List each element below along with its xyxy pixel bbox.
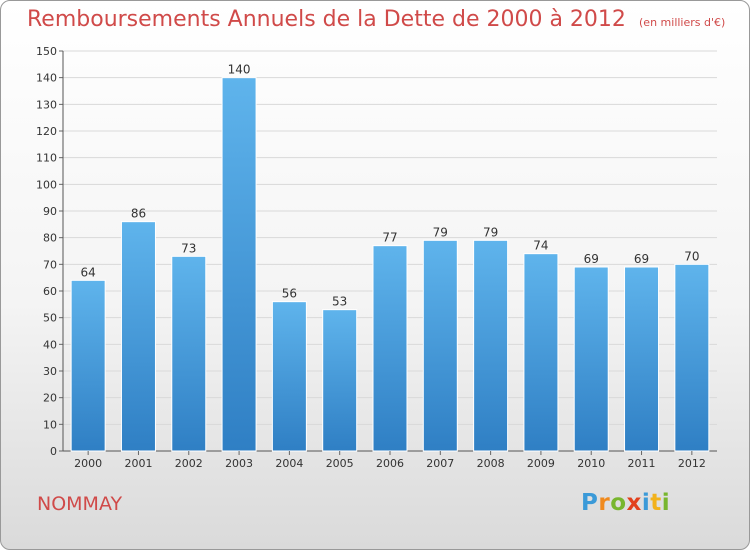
- bar: [523, 253, 559, 452]
- x-tick-label: 2004: [275, 457, 303, 470]
- y-tick-label: 60: [43, 285, 57, 298]
- bar-value-label: 56: [282, 287, 297, 301]
- bar-value-label: 86: [131, 207, 146, 221]
- bar-value-label: 79: [483, 225, 498, 239]
- bar: [372, 245, 408, 452]
- logo-letter: x: [626, 490, 642, 516]
- bar-value-label: 53: [332, 295, 347, 309]
- y-tick-label: 0: [50, 445, 57, 458]
- bar-value-label: 77: [382, 231, 397, 245]
- x-tick-label: 2005: [326, 457, 354, 470]
- x-tick-label: 2008: [477, 457, 505, 470]
- bar-value-label: 69: [584, 252, 599, 266]
- chart-unit: (en milliers d'€): [639, 16, 726, 29]
- bar: [120, 221, 156, 452]
- y-tick-label: 90: [43, 205, 57, 218]
- x-tick-label: 2002: [175, 457, 203, 470]
- logo-letter: i: [661, 490, 671, 516]
- x-tick-label: 2006: [376, 457, 404, 470]
- logo-letter: P: [581, 490, 599, 516]
- bar-value-label: 140: [228, 63, 251, 77]
- logo-letter: o: [610, 490, 627, 516]
- logo-letter: r: [598, 490, 611, 516]
- bar-value-label: 74: [533, 239, 548, 253]
- y-tick-label: 10: [43, 418, 57, 431]
- y-tick-label: 110: [36, 152, 57, 165]
- bar: [322, 309, 358, 452]
- logo-letter: i: [641, 490, 651, 516]
- x-tick-label: 2011: [628, 457, 656, 470]
- bar-value-label: 79: [433, 225, 448, 239]
- bar-value-label: 70: [684, 249, 699, 263]
- y-tick-label: 100: [36, 178, 57, 191]
- y-tick-label: 80: [43, 232, 57, 245]
- y-tick-label: 140: [36, 72, 57, 85]
- y-tick-label: 120: [36, 125, 57, 138]
- bar: [422, 239, 458, 452]
- bar: [573, 266, 609, 452]
- y-tick-label: 20: [43, 392, 57, 405]
- chart-title-block: Remboursements Annuels de la Dette de 20…: [27, 7, 725, 32]
- bar: [674, 263, 710, 452]
- logo-letter: t: [650, 490, 662, 516]
- bar: [221, 77, 257, 452]
- x-tick-label: 2003: [225, 457, 253, 470]
- x-tick-label: 2012: [678, 457, 706, 470]
- y-tick-label: 40: [43, 338, 57, 351]
- bar-value-label: 64: [81, 265, 96, 279]
- bar: [473, 239, 509, 452]
- y-tick-label: 50: [43, 312, 57, 325]
- location-name: NOMMAY: [37, 493, 123, 515]
- y-tick-label: 130: [36, 98, 57, 111]
- proxiti-logo: Proxiti: [581, 490, 670, 516]
- y-tick-label: 150: [36, 45, 57, 58]
- bar-value-label: 69: [634, 252, 649, 266]
- bar: [271, 301, 307, 452]
- x-tick-label: 2007: [426, 457, 454, 470]
- chart-title: Remboursements Annuels de la Dette de 20…: [27, 7, 626, 32]
- x-tick-label: 2010: [577, 457, 605, 470]
- bar: [171, 255, 207, 452]
- bar: [624, 266, 660, 452]
- bar-value-label: 73: [181, 241, 196, 255]
- bar: [70, 279, 106, 452]
- x-tick-label: 2001: [124, 457, 152, 470]
- y-tick-label: 70: [43, 258, 57, 271]
- x-tick-label: 2000: [74, 457, 102, 470]
- y-tick-label: 30: [43, 365, 57, 378]
- x-tick-label: 2009: [527, 457, 555, 470]
